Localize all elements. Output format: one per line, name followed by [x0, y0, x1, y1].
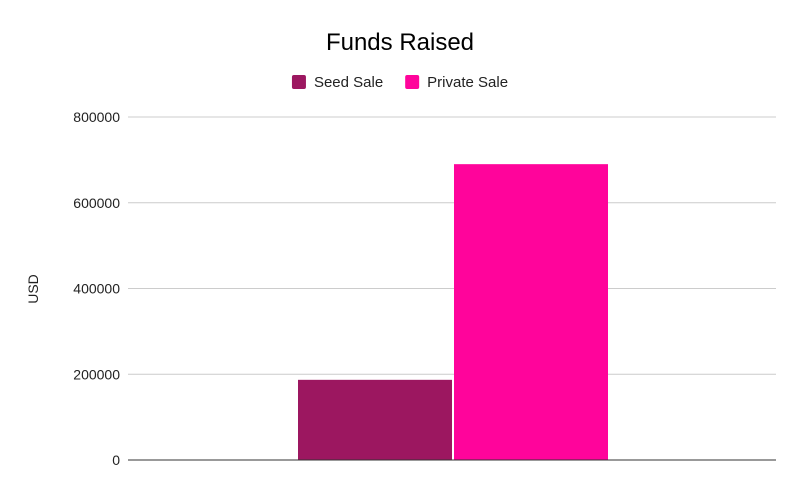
y-tick-label: 200000	[73, 366, 120, 382]
y-axis-title: USD	[25, 274, 41, 304]
chart-title: Funds Raised	[326, 29, 474, 56]
bar-seed-sale	[298, 379, 452, 460]
y-tick-label: 400000	[73, 281, 120, 297]
bars	[298, 164, 608, 460]
y-axis-ticks: 0 200000 400000 600000 800000	[73, 109, 120, 468]
y-tick-label: 800000	[73, 109, 120, 125]
legend-swatch	[291, 75, 306, 89]
legend-label: Seed Sale	[314, 74, 383, 91]
gridlines	[128, 116, 776, 375]
y-tick-label: 0	[112, 452, 120, 468]
bar-private-sale	[454, 164, 608, 460]
y-tick-label: 600000	[73, 195, 120, 211]
legend: Seed Sale Private Sale	[291, 74, 508, 91]
legend-label: Private Sale	[427, 74, 508, 91]
legend-swatch	[405, 75, 420, 89]
